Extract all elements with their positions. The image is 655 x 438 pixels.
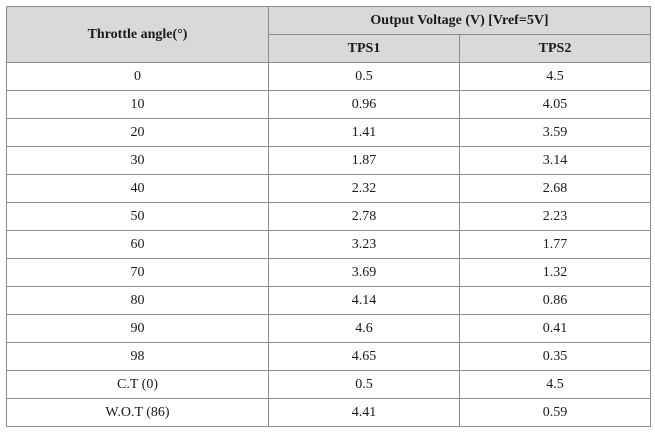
tps2-cell: 2.23 — [458, 202, 652, 231]
tps1-cell: 3.23 — [268, 230, 460, 259]
tps2-cell: 3.59 — [458, 118, 652, 147]
angle-cell: 50 — [6, 202, 269, 231]
tps1-cell: 2.78 — [268, 202, 460, 231]
tps1-cell: 4.6 — [268, 314, 460, 343]
tps2-cell: 0.59 — [458, 398, 652, 427]
tps2-cell: 1.32 — [458, 258, 652, 287]
angle-cell: W.O.T (86) — [6, 398, 269, 427]
table-row: 10 0.96 4.05 — [6, 90, 652, 119]
tps1-cell: 3.69 — [268, 258, 460, 287]
tps1-cell: 0.5 — [268, 62, 460, 91]
tps2-cell: 0.35 — [458, 342, 652, 371]
tps2-cell: 1.77 — [458, 230, 652, 259]
angle-cell: 20 — [6, 118, 269, 147]
angle-cell: 98 — [6, 342, 269, 371]
tps2-cell: 4.5 — [458, 370, 652, 399]
tps2-cell: 3.14 — [458, 146, 652, 175]
table-row: 0 0.5 4.5 — [6, 62, 652, 91]
tps1-cell: 0.5 — [268, 370, 460, 399]
angle-cell: 10 — [6, 90, 269, 119]
tps1-header: TPS1 — [268, 34, 460, 63]
throttle-angle-header: Throttle angle(°) — [6, 6, 269, 63]
tps1-cell: 2.32 — [268, 174, 460, 203]
tps1-cell: 4.41 — [268, 398, 460, 427]
table-row: 50 2.78 2.23 — [6, 202, 652, 231]
tps1-cell: 1.41 — [268, 118, 460, 147]
table-row: W.O.T (86) 4.41 0.59 — [6, 398, 652, 427]
subheader-row: TPS1 TPS2 — [7, 34, 652, 63]
header-row: Throttle angle(°) Output Voltage (V) [Vr… — [6, 6, 652, 63]
table-row: C.T (0) 0.5 4.5 — [6, 370, 652, 399]
angle-cell: 40 — [6, 174, 269, 203]
tps2-cell: 2.68 — [458, 174, 652, 203]
table-row: 20 1.41 3.59 — [6, 118, 652, 147]
table-row: 70 3.69 1.32 — [6, 258, 652, 287]
tps1-cell: 4.14 — [268, 286, 460, 315]
tps2-cell: 4.5 — [458, 62, 652, 91]
table-row: 30 1.87 3.14 — [6, 146, 652, 175]
angle-cell: 30 — [6, 146, 269, 175]
tps1-cell: 4.65 — [268, 342, 460, 371]
table-row: 98 4.65 0.35 — [6, 342, 652, 371]
tps2-cell: 4.05 — [458, 90, 652, 119]
angle-cell: 80 — [6, 286, 269, 315]
output-voltage-header: Output Voltage (V) [Vref=5V] — [267, 6, 652, 35]
tps2-cell: 0.41 — [458, 314, 652, 343]
table-row: 90 4.6 0.41 — [6, 314, 652, 343]
angle-cell: 0 — [6, 62, 269, 91]
table-row: 80 4.14 0.86 — [6, 286, 652, 315]
angle-cell: 90 — [6, 314, 269, 343]
angle-cell: 60 — [6, 230, 269, 259]
tps-voltage-table: Throttle angle(°) Output Voltage (V) [Vr… — [6, 6, 652, 427]
tps1-cell: 1.87 — [268, 146, 460, 175]
tps2-cell: 0.86 — [458, 286, 652, 315]
tps1-cell: 0.96 — [268, 90, 460, 119]
angle-cell: C.T (0) — [6, 370, 269, 399]
angle-cell: 70 — [6, 258, 269, 287]
tps2-header: TPS2 — [458, 34, 652, 63]
table-row: 40 2.32 2.68 — [6, 174, 652, 203]
table-row: 60 3.23 1.77 — [6, 230, 652, 259]
